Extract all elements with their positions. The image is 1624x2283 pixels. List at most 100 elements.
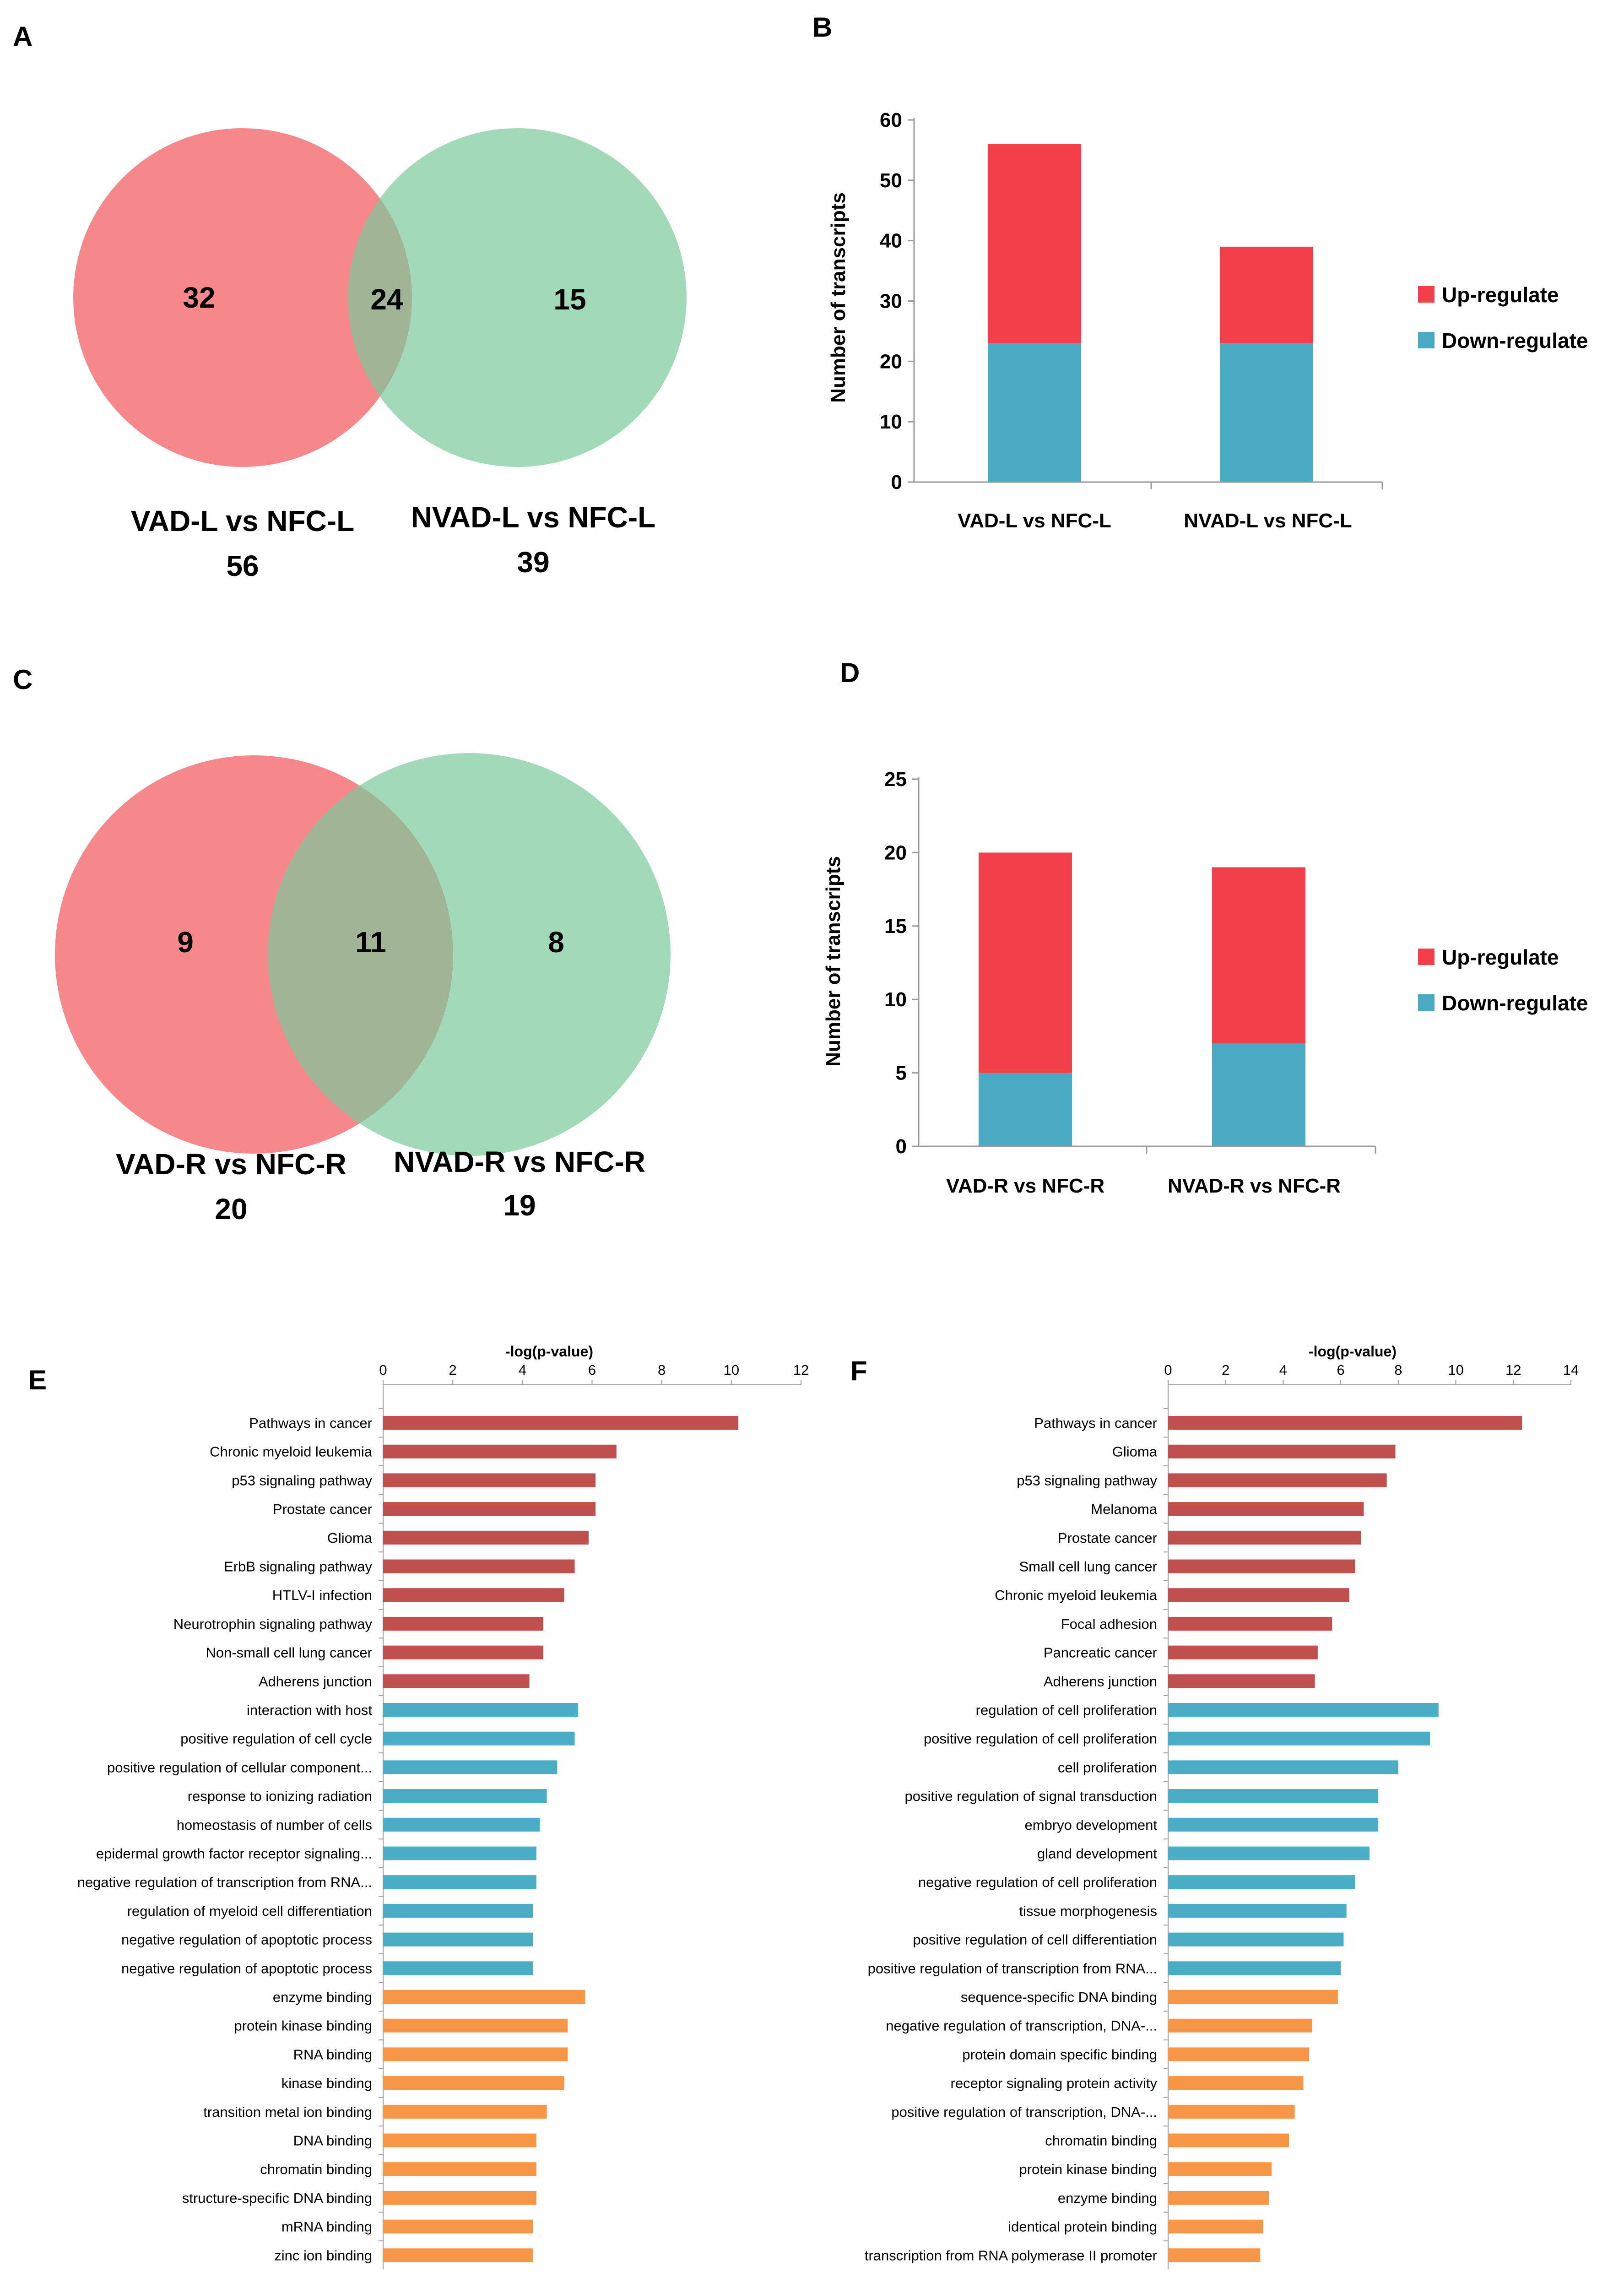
venn-c-left-label: VAD-R vs NFC-R <box>116 1148 346 1181</box>
term-label: Melanoma <box>1091 1501 1157 1517</box>
term-bar <box>1168 2248 1261 2262</box>
term-label: negative regulation of cell proliferatio… <box>918 1874 1157 1890</box>
term-bar <box>383 1817 540 1832</box>
term-bar <box>1168 1416 1522 1430</box>
stacked-bar-chart-b: Number of transcripts 0 10 20 30 40 50 60 VAD-… <box>827 109 1588 532</box>
term-bar <box>1168 1961 1341 1975</box>
term-label: sequence-specific DNA binding <box>961 1989 1157 2005</box>
chart-d-legend-swatch-up <box>1418 949 1435 965</box>
term-bar <box>1168 1903 1347 1918</box>
chart-b-category-1: VAD-L vs NFC-L <box>958 510 1111 532</box>
chart-b-legend-swatch-up <box>1418 286 1435 303</box>
chart-d-legend-down: Down-regulate <box>1442 991 1588 1015</box>
chart-b-category-2: NVAD-L vs NFC-L <box>1184 510 1352 532</box>
bar-up-segment <box>979 852 1072 1073</box>
term-label: positive regulation of cell cycle <box>180 1731 372 1747</box>
x-tick-label: 2 <box>449 1362 457 1378</box>
term-label: homeostasis of number of cells <box>177 1817 372 1833</box>
venn-a-left-total: 56 <box>226 549 259 582</box>
term-bar <box>1168 1932 1344 1947</box>
term-bar <box>383 2219 533 2234</box>
term-label: Glioma <box>1112 1444 1158 1460</box>
term-label: Small cell lung cancer <box>1019 1559 1157 1575</box>
chart-f-bars: Pathways in cancer Glioma p53 signaling pa… <box>865 1415 1522 2263</box>
term-bar <box>383 1846 536 1860</box>
venn-a-right-circle <box>348 128 687 467</box>
x-tick-label: 10 <box>724 1362 739 1378</box>
horizontal-bar-chart-e: -log(p-value) 0 2 4 6 8 10 12 Pathways in canc… <box>77 1343 809 2270</box>
term-bar <box>1168 1731 1430 1746</box>
bar-down-segment <box>988 343 1081 482</box>
x-tick-label: 12 <box>793 1362 809 1378</box>
term-bar <box>1168 2162 1272 2176</box>
term-label: Chronic myeloid leukemia <box>995 1587 1158 1603</box>
term-bar <box>383 1645 543 1659</box>
term-label: kinase binding <box>281 2075 372 2091</box>
venn-c-right-count: 8 <box>548 926 564 959</box>
x-tick-label: 4 <box>1279 1362 1287 1378</box>
term-label: Non-small cell lung cancer <box>206 1645 372 1661</box>
x-tick-label: 2 <box>1222 1362 1229 1378</box>
term-label: ErbB signaling pathway <box>224 1559 372 1575</box>
term-label: receptor signaling protein activity <box>951 2075 1158 2091</box>
term-label: Pathways in cancer <box>249 1415 372 1431</box>
term-label: regulation of cell proliferation <box>976 1702 1157 1718</box>
chart-b-legend-up: Up-regulate <box>1442 283 1559 307</box>
chart-d-y-ticks: 0 5 10 15 20 25 <box>884 768 907 1158</box>
term-label: structure-specific DNA binding <box>182 2190 372 2206</box>
term-bar <box>1168 2018 1312 2033</box>
venn-c-overlap-count: 11 <box>355 926 386 959</box>
bar-up-segment <box>1212 867 1305 1044</box>
term-bar <box>383 1473 596 1487</box>
term-bar <box>383 2162 536 2176</box>
bar-up-segment <box>988 144 1081 343</box>
term-bar <box>1168 1703 1439 1717</box>
chart-b-legend-down: Down-regulate <box>1442 329 1588 352</box>
term-bar <box>383 1875 536 1889</box>
term-bar <box>1168 1875 1355 1889</box>
x-tick-label: 14 <box>1563 1362 1579 1378</box>
term-label: chromatin binding <box>260 2161 372 2177</box>
x-tick-label: 12 <box>1505 1362 1521 1378</box>
y-tick-label: 40 <box>880 230 902 252</box>
term-bar <box>1168 1530 1361 1545</box>
bar-up-segment <box>1220 246 1313 343</box>
y-tick-label: 10 <box>880 411 902 433</box>
term-label: DNA binding <box>293 2133 372 2149</box>
term-label: Adherens junction <box>259 1673 372 1689</box>
term-bar <box>1168 1502 1364 1516</box>
chart-d-legend-up: Up-regulate <box>1442 945 1559 969</box>
term-label: positive regulation of transcription, DN… <box>891 2104 1157 2120</box>
term-label: transcription from RNA polymerase II pro… <box>865 2247 1157 2263</box>
x-tick-label: 10 <box>1448 1362 1463 1378</box>
panel-label-a: A <box>13 21 32 52</box>
venn-a-right-label: NVAD-L vs NFC-L <box>411 501 656 534</box>
term-bar <box>1168 1616 1332 1631</box>
chart-f-x-ticks: 0 2 4 6 8 10 12 14 <box>1164 1362 1579 1378</box>
term-bar <box>1168 1760 1398 1774</box>
term-label: identical protein binding <box>1008 2219 1157 2235</box>
term-label: interaction with host <box>247 1702 372 1718</box>
chart-d-category-1: VAD-R vs NFC-R <box>946 1175 1104 1197</box>
term-bar <box>383 2047 568 2061</box>
chart-b-axes <box>908 118 1383 489</box>
chart-f-x-axis-title: -log(p-value) <box>1309 1343 1397 1360</box>
term-bar <box>1168 1674 1315 1688</box>
y-tick-label: 5 <box>896 1062 907 1085</box>
term-bar <box>1168 2047 1309 2061</box>
chart-b-y-ticks: 0 10 20 30 40 50 60 <box>880 109 902 493</box>
term-label: transition metal ion binding <box>203 2104 372 2120</box>
term-bar <box>1168 2191 1269 2205</box>
term-label: protein kinase binding <box>1019 2161 1157 2177</box>
venn-a-right-total: 39 <box>517 546 549 579</box>
stacked-bar-chart-d: Number of transcripts 0 5 10 15 20 25 VAD-R v… <box>822 768 1588 1197</box>
x-tick-label: 8 <box>658 1362 666 1378</box>
term-bar <box>1168 1559 1355 1573</box>
term-bar <box>383 1674 530 1688</box>
term-bar <box>383 1616 543 1631</box>
x-tick-label: 0 <box>1164 1362 1172 1378</box>
venn-c-left-count: 9 <box>177 926 194 959</box>
term-bar <box>383 1530 589 1545</box>
term-bar <box>383 1990 585 2004</box>
term-label: protein kinase binding <box>234 2018 372 2034</box>
